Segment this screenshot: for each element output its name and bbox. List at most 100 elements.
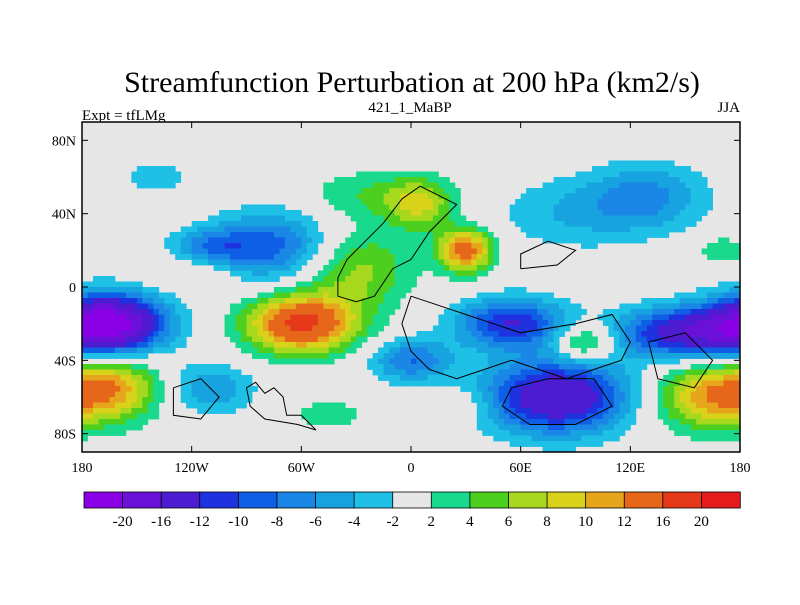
heatmap-cell — [389, 259, 395, 266]
heatmap-cell — [306, 303, 313, 310]
heatmap-cell — [712, 303, 719, 310]
heatmap-cell — [186, 331, 193, 337]
heatmap-cell — [317, 419, 324, 425]
heatmap-cell — [372, 232, 379, 238]
heatmap-cell — [608, 182, 615, 189]
heatmap-cell — [109, 391, 116, 398]
heatmap-cell — [158, 166, 165, 172]
heatmap-cell — [268, 320, 275, 326]
heatmap-cell — [471, 243, 478, 249]
y-tick-label: 40N — [52, 208, 76, 223]
heatmap-cell — [164, 177, 171, 183]
heatmap-cell — [175, 309, 182, 315]
heatmap-cell — [251, 347, 258, 354]
heatmap-cell — [92, 342, 99, 348]
heatmap-cell — [443, 342, 450, 348]
heatmap-cell — [723, 325, 730, 332]
heatmap-cell — [734, 369, 740, 376]
heatmap-cell — [564, 380, 571, 387]
heatmap-cell — [465, 270, 472, 277]
heatmap-cell — [460, 265, 467, 271]
heatmap-cell — [482, 375, 489, 381]
heatmap-cell — [427, 380, 434, 387]
heatmap-cell — [454, 210, 461, 216]
heatmap-cell — [630, 408, 637, 414]
heatmap-cell — [356, 325, 363, 332]
heatmap-cell — [378, 298, 384, 304]
heatmap-cell — [482, 303, 489, 310]
heatmap-cell — [723, 287, 730, 293]
heatmap-cell — [262, 221, 269, 227]
heatmap-cell — [685, 309, 692, 315]
heatmap-cell — [668, 177, 675, 183]
heatmap-cell — [635, 215, 642, 222]
heatmap-cell — [580, 204, 587, 211]
heatmap-cell — [624, 309, 631, 315]
heatmap-cell — [663, 391, 670, 398]
heatmap-cell — [164, 303, 171, 310]
heatmap-cell — [295, 287, 302, 293]
heatmap-cell — [339, 193, 346, 200]
heatmap-cell — [674, 166, 681, 172]
heatmap-cell — [591, 386, 598, 392]
heatmap-cell — [356, 226, 363, 233]
heatmap-cell — [421, 232, 428, 238]
heatmap-cell — [712, 413, 719, 420]
heatmap-cell — [317, 309, 324, 315]
heatmap-cell — [284, 336, 291, 343]
heatmap-cell — [597, 177, 604, 183]
heatmap-cell — [575, 171, 582, 178]
heatmap-cell — [531, 298, 538, 304]
heatmap-cell — [701, 375, 708, 381]
heatmap-cell — [559, 325, 565, 332]
heatmap-cell — [87, 347, 94, 354]
heatmap-cell — [350, 215, 357, 222]
heatmap-cell — [635, 232, 642, 238]
subtitle-right: JJA — [717, 100, 740, 116]
heatmap-cell — [284, 342, 291, 348]
heatmap-cell — [136, 419, 143, 425]
heatmap-cell — [696, 413, 703, 420]
heatmap-cell — [542, 215, 549, 222]
heatmap-cell — [449, 358, 456, 365]
heatmap-cell — [427, 226, 434, 233]
heatmap-cell — [449, 336, 456, 343]
heatmap-cell — [394, 232, 401, 238]
heatmap-cell — [120, 320, 127, 326]
heatmap-cell — [674, 226, 681, 233]
heatmap-cell — [723, 342, 730, 348]
heatmap-cell — [372, 221, 379, 227]
heatmap-cell — [559, 435, 565, 442]
heatmap-cell — [465, 342, 472, 348]
heatmap-cell — [328, 413, 335, 420]
heatmap-cell — [103, 347, 110, 354]
heatmap-cell — [142, 419, 149, 425]
heatmap-cell — [125, 281, 132, 288]
heatmap-cell — [630, 237, 637, 244]
heatmap-cell — [279, 254, 286, 260]
heatmap-cell — [646, 171, 653, 178]
heatmap-cell — [213, 248, 220, 255]
heatmap-cell — [405, 281, 412, 288]
heatmap-cell — [235, 386, 242, 392]
heatmap-cell — [564, 435, 571, 442]
heatmap-cell — [87, 402, 94, 409]
heatmap-cell — [92, 281, 99, 288]
heatmap-cell — [668, 380, 675, 387]
heatmap-cell — [411, 375, 417, 381]
heatmap-cell — [504, 424, 511, 431]
heatmap-cell — [389, 309, 395, 315]
heatmap-cell — [378, 254, 384, 260]
heatmap-cell — [383, 232, 390, 238]
heatmap-cell — [443, 347, 450, 354]
heatmap-cell — [197, 364, 204, 370]
heatmap-cell — [378, 177, 384, 183]
heatmap-cell — [454, 303, 461, 310]
heatmap-cell — [586, 375, 593, 381]
heatmap-cell — [520, 441, 527, 447]
heatmap-cell — [394, 248, 401, 255]
heatmap-cell — [443, 248, 450, 255]
heatmap-cell — [723, 347, 730, 354]
heatmap-cell — [696, 391, 703, 398]
heatmap-cell — [158, 177, 165, 183]
